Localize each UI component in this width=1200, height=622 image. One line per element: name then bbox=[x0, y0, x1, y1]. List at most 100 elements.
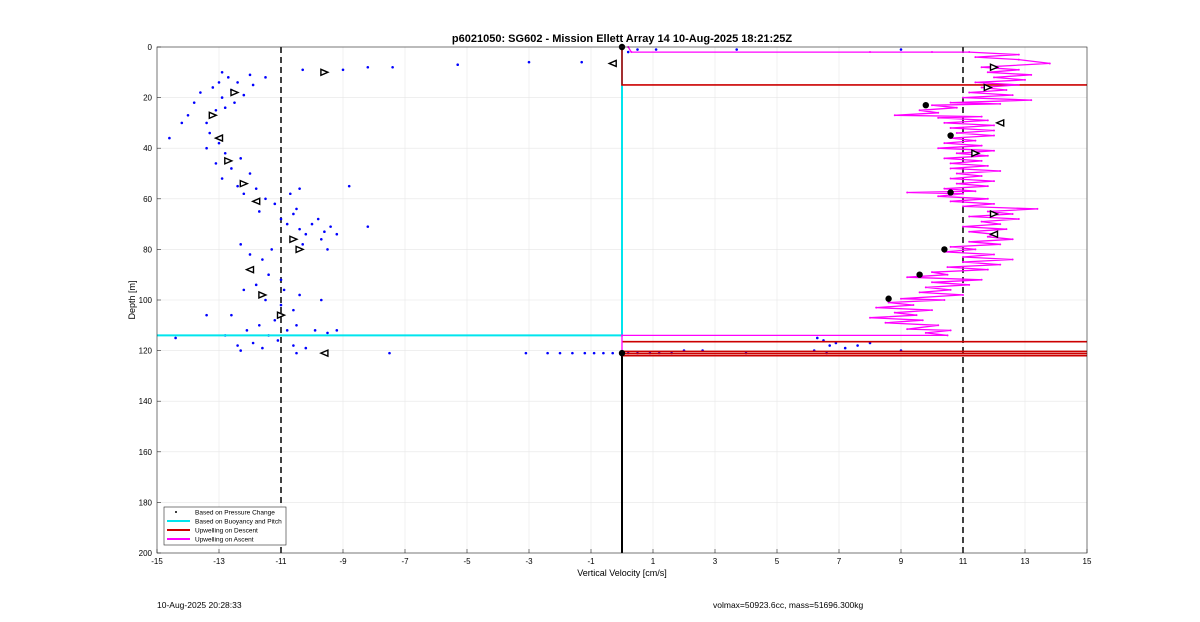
filled-marker bbox=[885, 295, 892, 302]
ascent-point bbox=[993, 253, 995, 256]
ascent-point bbox=[993, 180, 995, 183]
pressure-point bbox=[248, 172, 252, 175]
triangle-marker bbox=[224, 156, 234, 165]
pressure-point bbox=[251, 83, 255, 87]
triangle-marker bbox=[983, 83, 994, 92]
pressure-point bbox=[242, 192, 246, 196]
x-tick-label: 13 bbox=[1021, 557, 1030, 566]
pressure-point bbox=[211, 86, 215, 89]
ascent-point bbox=[993, 134, 995, 137]
pressure-point bbox=[735, 48, 738, 51]
y-tick-label: 60 bbox=[143, 195, 152, 204]
pressure-point bbox=[273, 318, 277, 322]
ascent-point bbox=[980, 115, 983, 118]
pressure-point bbox=[298, 293, 301, 297]
pressure-point bbox=[220, 96, 224, 99]
pressure-point bbox=[180, 121, 184, 125]
ascent-point bbox=[1030, 99, 1033, 102]
pressure-point bbox=[583, 351, 587, 355]
ascent-point bbox=[962, 96, 964, 99]
legend-label-pressure: Based on Pressure Change bbox=[195, 510, 275, 517]
pressure-point bbox=[313, 329, 317, 332]
ascent-point bbox=[962, 225, 964, 228]
ascent-point bbox=[993, 124, 995, 127]
pressure-point bbox=[816, 336, 819, 340]
pressure-point bbox=[236, 344, 239, 347]
pressure-point bbox=[282, 288, 286, 292]
triangle-marker bbox=[258, 290, 268, 300]
pressure-point bbox=[192, 101, 196, 104]
x-tick-label: -1 bbox=[587, 557, 595, 566]
legend-label-ascent: Upwelling on Ascent bbox=[195, 537, 254, 544]
pressure-point bbox=[245, 329, 249, 332]
pressure-point bbox=[341, 68, 345, 72]
pressure-point bbox=[304, 232, 308, 236]
pressure-point bbox=[626, 50, 630, 54]
chart-title: p6021050: SG602 - Mission Ellett Array 1… bbox=[452, 33, 792, 45]
ascent-point bbox=[999, 263, 1002, 266]
pressure-point bbox=[388, 351, 391, 355]
pressure-point bbox=[242, 288, 246, 292]
pressure-point bbox=[366, 65, 370, 69]
pressure-point bbox=[292, 212, 295, 216]
ascent-point bbox=[1048, 62, 1051, 65]
pressure-point bbox=[636, 48, 639, 51]
ascent-point bbox=[1017, 83, 1020, 86]
ascent-point bbox=[968, 240, 971, 243]
x-tick-label: 9 bbox=[899, 557, 904, 566]
pressure-point bbox=[205, 313, 208, 317]
y-tick-label: 200 bbox=[139, 549, 153, 558]
ascent-point bbox=[937, 195, 940, 198]
triangle-marker bbox=[213, 134, 224, 143]
series-descent-line bbox=[621, 49, 1087, 86]
pressure-point bbox=[248, 73, 252, 77]
x-tick-label: 15 bbox=[1083, 557, 1092, 566]
ascent-point bbox=[943, 157, 946, 160]
x-tick-label: 11 bbox=[959, 557, 968, 566]
pressure-point bbox=[320, 298, 323, 302]
pressure-point bbox=[264, 298, 267, 302]
ascent-point bbox=[1030, 73, 1033, 76]
ascent-point bbox=[974, 139, 977, 142]
ascent-point bbox=[986, 119, 989, 122]
ascent-point bbox=[962, 205, 964, 208]
ascent-point bbox=[986, 185, 989, 188]
series-layer bbox=[157, 46, 1087, 357]
pressure-point bbox=[546, 351, 549, 355]
pressure-point bbox=[270, 248, 274, 251]
legend-swatch-pressure bbox=[175, 511, 177, 513]
pressure-point bbox=[199, 91, 202, 94]
ascent-point bbox=[943, 187, 946, 190]
x-tick-label: 3 bbox=[713, 557, 718, 566]
ascent-point bbox=[884, 321, 887, 324]
ascent-point bbox=[1024, 78, 1026, 81]
ascent-point bbox=[937, 111, 940, 114]
ascent-point bbox=[974, 81, 977, 84]
x-tick-label: -7 bbox=[401, 557, 409, 566]
y-tick-label: 20 bbox=[143, 94, 152, 103]
ascent-point bbox=[986, 268, 989, 271]
marker-layer bbox=[208, 43, 1005, 358]
ascent-point bbox=[999, 223, 1002, 226]
pressure-point bbox=[843, 346, 847, 350]
triangle-marker bbox=[230, 88, 240, 97]
ascent-point bbox=[1011, 212, 1014, 215]
filled-marker bbox=[947, 132, 954, 139]
ascent-point bbox=[893, 311, 896, 314]
ascent-point bbox=[974, 190, 977, 193]
pressure-point bbox=[264, 197, 267, 201]
triangle-marker bbox=[295, 245, 305, 254]
pressure-point bbox=[304, 346, 308, 350]
pressure-point bbox=[276, 339, 280, 342]
ascent-point bbox=[962, 255, 964, 258]
ascent-point bbox=[955, 106, 958, 109]
triangle-marker bbox=[289, 235, 299, 244]
ascent-point bbox=[962, 192, 964, 195]
pressure-point bbox=[326, 248, 329, 251]
pressure-point bbox=[295, 351, 298, 355]
legend-label-buoyancy: Based on Buoyancy and Pitch bbox=[195, 519, 282, 526]
pressure-point bbox=[326, 331, 329, 335]
x-tick-label: -3 bbox=[525, 557, 533, 566]
pressure-point bbox=[248, 253, 252, 256]
pressure-point bbox=[208, 131, 211, 135]
